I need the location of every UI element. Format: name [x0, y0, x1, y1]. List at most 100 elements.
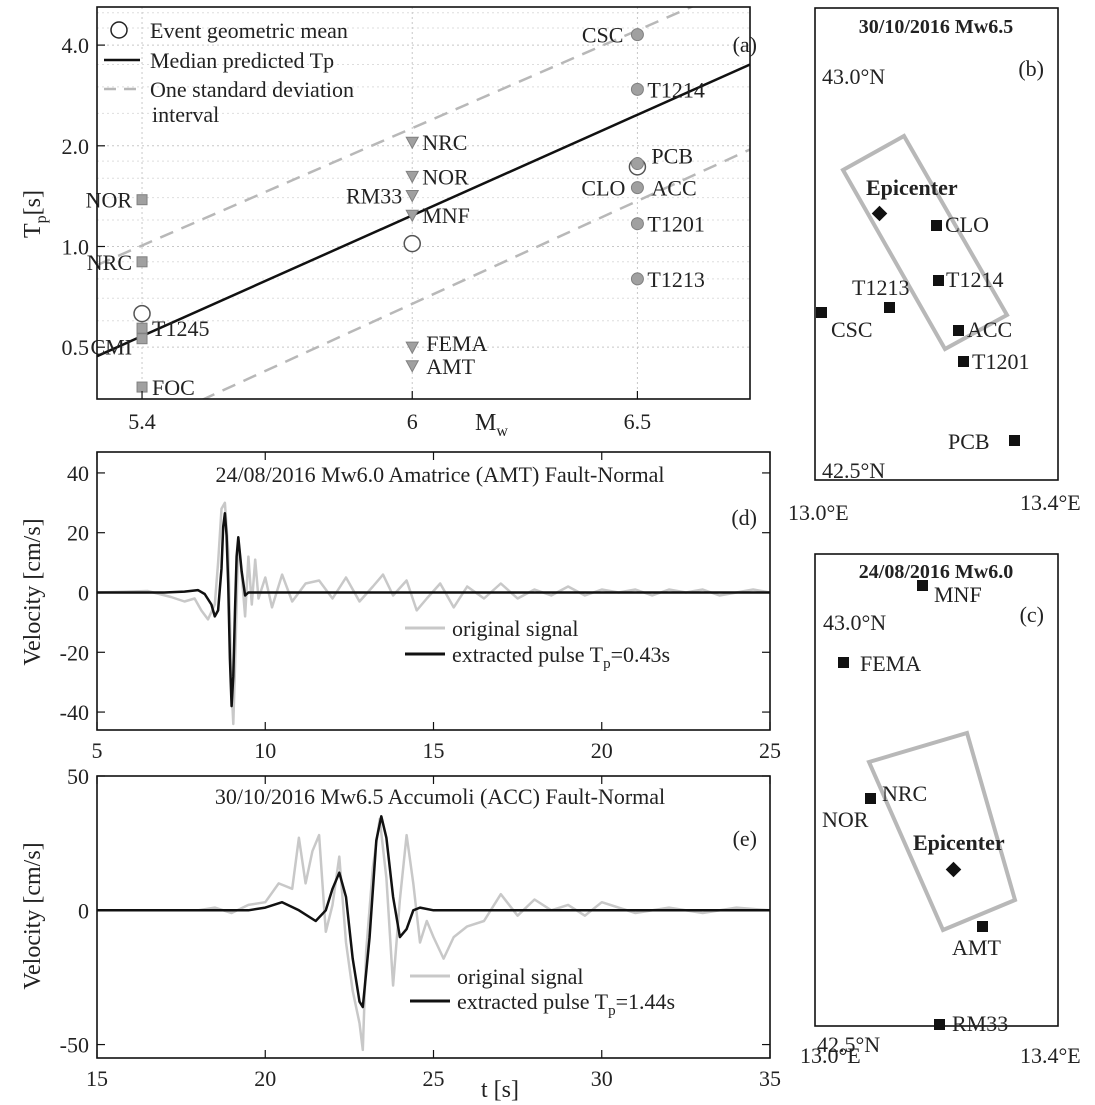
triangle-marker: [405, 190, 420, 203]
chart-title: 24/08/2016 Mw6.0 Amatrice (AMT) Fault-No…: [215, 462, 664, 487]
circle-marker: [630, 157, 644, 171]
x-tick-label: 15: [423, 738, 445, 763]
triangle-marker: [405, 341, 420, 355]
station-point-label: NRC: [87, 250, 132, 275]
original-signal-trace: [97, 501, 770, 726]
station-marker: [933, 275, 944, 286]
y-axis-label: Velocity [cm/s]: [20, 842, 46, 989]
x-tick-label: 10: [254, 738, 276, 763]
panel-label-b: (b): [1018, 56, 1044, 81]
station-points: NORNRCT1245CMIFOCNRCNORRM33MNFFEMAAMTCSC…: [86, 23, 705, 400]
circle-marker: [630, 217, 644, 231]
map-frame: [814, 7, 1059, 481]
map-title: 30/10/2016 Mw6.5: [859, 16, 1013, 38]
x-tick-label: 5: [92, 738, 103, 763]
x-axis-label: Mw: [475, 410, 508, 440]
lon-left-label: 13.0°E: [800, 1043, 861, 1068]
epicenter-label: Epicenter: [866, 175, 958, 200]
panel-label-c: (c): [1020, 602, 1044, 627]
circle-marker: [630, 181, 644, 195]
lon-left-label: 13.0°E: [788, 500, 849, 525]
event-mean-marker: [403, 234, 421, 253]
station-point-label: PCB: [651, 144, 693, 169]
square-marker: [136, 256, 148, 268]
station-point-label: T1213: [647, 267, 704, 292]
y-tick-label: -50: [60, 1033, 89, 1058]
lat-bottom-label: 42.5°N: [822, 458, 885, 483]
circle-marker: [630, 82, 644, 96]
station-label: NRC: [882, 781, 927, 806]
epicenter-marker: [871, 205, 888, 222]
triangle-marker: [405, 209, 420, 223]
y-tick-label: 40: [67, 461, 89, 486]
x-tick-label: 6.5: [624, 409, 652, 434]
lat-bottom-label: 42.5°N: [817, 1032, 880, 1057]
station-point-label: NOR: [422, 164, 469, 189]
station-label: NOR: [822, 807, 869, 832]
velocity-traces: [97, 815, 770, 1052]
x-tick-label: 20: [591, 738, 613, 763]
map-24-08-2016: 24/08/2016 Mw6.0 43.0°N (c) 42.5°N 13.0°…: [800, 553, 1081, 1068]
y-tick-label: 4.0: [62, 33, 90, 58]
station-point-label: CLO: [581, 176, 625, 201]
x-tick-label: 5.4: [128, 409, 156, 434]
x-tick-label: 30: [591, 1066, 613, 1091]
station-label: T1213: [852, 275, 909, 300]
station-label: FEMA: [860, 651, 921, 676]
triangle-marker: [405, 136, 420, 150]
x-tick-label: 25: [423, 1066, 445, 1091]
grid: [97, 7, 750, 399]
x-tick-label: 35: [759, 1066, 781, 1091]
panel-label-a: (a): [733, 32, 757, 57]
station-label: T1201: [972, 349, 1029, 374]
station-label: AMT: [952, 935, 1001, 960]
station-marker: [884, 302, 895, 313]
x-axis-label: t [s]: [481, 1077, 519, 1103]
square-marker: [136, 322, 148, 334]
station-marker: [865, 793, 876, 804]
station-point-label: FOC: [152, 375, 195, 400]
extracted-pulse-trace: [97, 512, 770, 708]
velocity-traces: [97, 501, 770, 726]
station-point-label: FEMA: [426, 331, 487, 356]
legend: Event geometric mean Median predicted Tp…: [104, 18, 354, 127]
station-point-label: RM33: [346, 184, 402, 209]
legend: original signal extracted pulse Tp=0.43s: [405, 616, 670, 672]
legend-interval-label-1: One standard deviation: [150, 77, 354, 102]
square-marker: [136, 194, 148, 206]
legend-interval-label-2: interval: [152, 102, 219, 127]
median-line: [97, 63, 750, 358]
y-tick-label: -20: [60, 640, 89, 665]
station-label: RM33: [952, 1011, 1008, 1036]
legend-mean-label: Event geometric mean: [150, 18, 348, 43]
upper-sd-line: [97, 7, 695, 267]
y-tick-label: 0: [78, 898, 89, 923]
triangle-marker: [405, 170, 420, 184]
station-marker: [917, 580, 928, 591]
epicenter-label: Epicenter: [913, 830, 1005, 855]
station-point-label: ACC: [651, 176, 696, 201]
station-label: CLO: [945, 212, 989, 237]
y-tick-label: 0.5: [62, 335, 90, 360]
y-axis-label: Velocity [cm/s]: [20, 518, 46, 665]
lat-top-label: 43.0°N: [822, 64, 885, 89]
plot-frame: [96, 6, 751, 400]
x-tick-label: 15: [86, 1066, 108, 1091]
circle-marker: [630, 272, 644, 286]
amatrice-velocity-chart: 5 10 15 20 25 -40 -20 0 20 40 24/08/2016 Mw6.0 Am…: [20, 451, 781, 763]
legend-median-label: Median predicted Tp: [150, 48, 334, 73]
station-label: PCB: [948, 429, 990, 454]
x-tick-label: 20: [254, 1066, 276, 1091]
lon-right-label: 13.4°E: [1020, 490, 1081, 515]
map-title: 24/08/2016 Mw6.0: [859, 561, 1013, 583]
station-marker: [958, 356, 969, 367]
station-marker: [816, 307, 827, 318]
station-point-label: MNF: [422, 203, 470, 228]
station-marker: [1009, 435, 1020, 446]
station-marker: [977, 921, 988, 932]
x-tick-label: 25: [759, 738, 781, 763]
square-marker: [136, 333, 148, 345]
station-point-label: CSC: [582, 23, 624, 48]
legend-pulse-label: extracted pulse Tp=1.44s: [457, 989, 675, 1019]
